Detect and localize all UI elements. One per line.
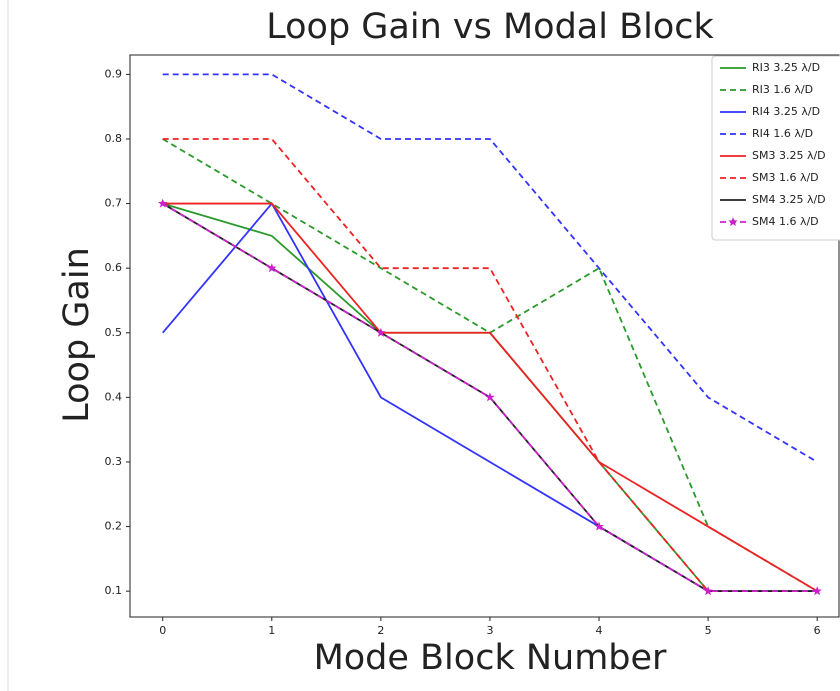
legend-label: RI3 1.6 λ/D [752,83,813,96]
x-tick-label: 6 [814,624,821,637]
point-marker [157,198,168,208]
legend-box [711,55,840,241]
y-tick-label: 0.8 [105,132,123,145]
y-tick-label: 0.5 [105,326,123,339]
legend-label: RI4 3.25 λ/D [752,105,820,118]
legend-label: RI4 1.6 λ/D [752,127,813,140]
legend-label: SM4 3.25 λ/D [752,193,826,206]
y-tick-label: 0.2 [105,520,123,533]
x-tick-label: 0 [159,624,166,637]
y-tick-label: 0.1 [105,584,123,597]
point-marker [703,586,713,596]
series-line [162,73,818,463]
y-tick-label: 0.3 [105,455,123,468]
series-line [162,202,818,592]
y-tick-label: 0.6 [105,261,123,274]
point-marker [594,521,604,531]
y-axis-label: Loop Gain [57,247,97,423]
legend-marker [728,217,738,227]
legend-label: RI3 3.25 λ/D [752,61,820,74]
x-axis-label: Mode Block Number [314,638,667,678]
y-tick-label: 0.7 [105,197,123,210]
x-tick-label: 1 [268,624,275,637]
legend-label: SM4 1.6 λ/D [752,215,819,228]
x-tick-label: 3 [486,624,493,637]
x-tick-label: 4 [596,624,603,637]
point-marker [376,327,386,337]
chart-title: Loop Gain vs Modal Block [266,7,714,47]
y-tick-label: 0.4 [105,390,123,403]
plot-area [129,54,840,618]
legend-label: SM3 1.6 λ/D [752,171,819,184]
x-tick-label: 5 [705,624,712,637]
point-marker [812,586,822,596]
x-tick-label: 2 [377,624,384,637]
point-marker [485,392,495,402]
point-marker [267,263,277,273]
y-tick-label: 0.9 [105,67,123,80]
legend-label: SM3 3.25 λ/D [752,149,826,162]
